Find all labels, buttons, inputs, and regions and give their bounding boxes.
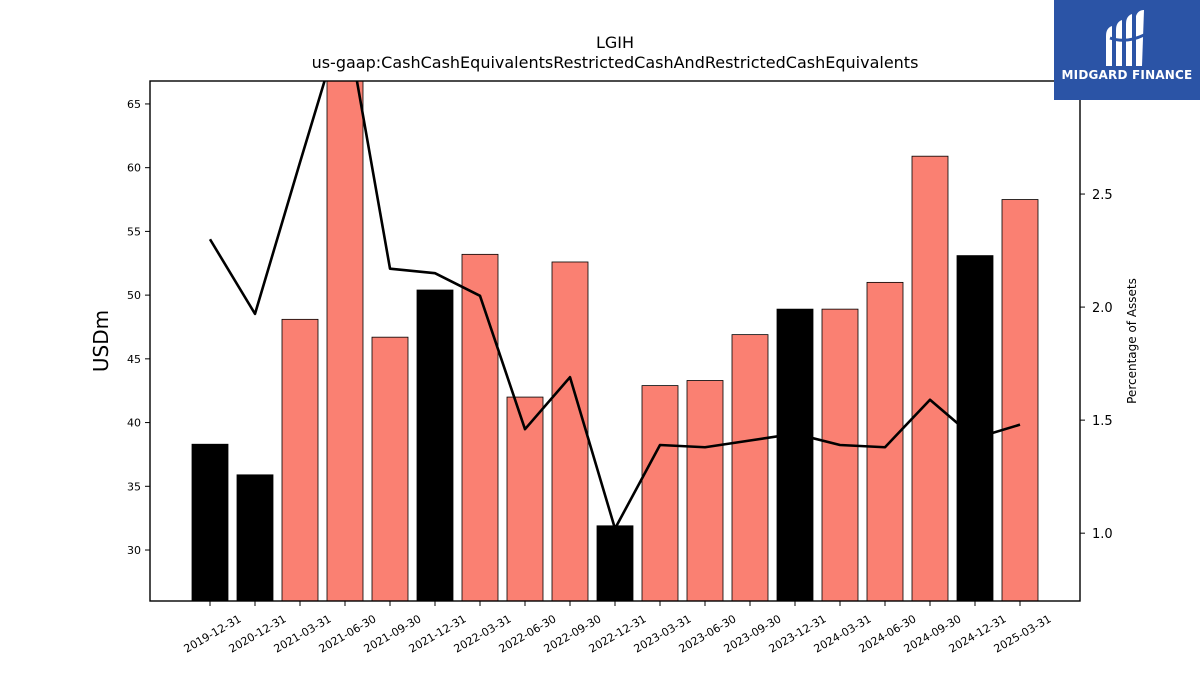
y-tick-label: 35 bbox=[127, 480, 141, 493]
y2-tick-label: 1.0 bbox=[1092, 527, 1113, 542]
brand-logo: MIDGARD FINANCE bbox=[1054, 0, 1200, 100]
bar-2025-03-31 bbox=[1001, 199, 1039, 601]
bar-2024-09-30 bbox=[911, 155, 949, 601]
bar-2022-03-31 bbox=[461, 253, 499, 601]
bar-2023-09-30 bbox=[731, 334, 769, 601]
bar-2021-06-30 bbox=[326, 81, 364, 601]
bar-2024-03-31 bbox=[821, 308, 859, 601]
chart-title: LGIH bbox=[596, 33, 634, 52]
y2-tick-label: 2.5 bbox=[1092, 188, 1113, 203]
bar-2020-12-31 bbox=[236, 474, 274, 601]
bar-2022-12-31 bbox=[596, 525, 634, 601]
bar-2022-06-30 bbox=[506, 396, 544, 601]
line-group bbox=[208, 81, 1021, 530]
y-tick-label: 50 bbox=[127, 289, 141, 302]
y2-tick-label: 1.5 bbox=[1092, 414, 1113, 429]
y-axis-label: USDm bbox=[89, 310, 113, 372]
bar-2019-12-31 bbox=[191, 443, 229, 601]
y-tick-label: 65 bbox=[127, 98, 141, 111]
percentage-line bbox=[208, 81, 1021, 530]
chart-subtitle: us-gaap:CashCashEquivalentsRestrictedCas… bbox=[312, 53, 919, 72]
bars-group bbox=[191, 81, 1039, 601]
y-tick-label: 40 bbox=[127, 417, 141, 430]
bar-2021-03-31 bbox=[281, 318, 319, 601]
midgard-logo-icon bbox=[1106, 10, 1147, 66]
y-tick-label: 60 bbox=[127, 162, 141, 175]
bar-2023-12-31 bbox=[776, 308, 814, 601]
bar-2023-06-30 bbox=[686, 380, 724, 601]
bar-2021-12-31 bbox=[416, 289, 454, 601]
y-tick-label: 55 bbox=[127, 225, 141, 238]
bar-2021-09-30 bbox=[371, 336, 409, 601]
bar-2024-06-30 bbox=[866, 281, 904, 601]
bar-2022-09-30 bbox=[551, 261, 589, 601]
y2-tick-label: 2.0 bbox=[1092, 301, 1113, 316]
bar-2023-03-31 bbox=[641, 385, 679, 601]
y2-axis-label: Percentage of Assets bbox=[1125, 278, 1139, 404]
brand-name: MIDGARD FINANCE bbox=[1061, 68, 1193, 82]
y-tick-label: 30 bbox=[127, 544, 141, 557]
y-tick-label: 45 bbox=[127, 353, 141, 366]
